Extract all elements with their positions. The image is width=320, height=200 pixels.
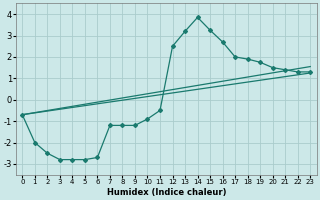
X-axis label: Humidex (Indice chaleur): Humidex (Indice chaleur) (107, 188, 226, 197)
